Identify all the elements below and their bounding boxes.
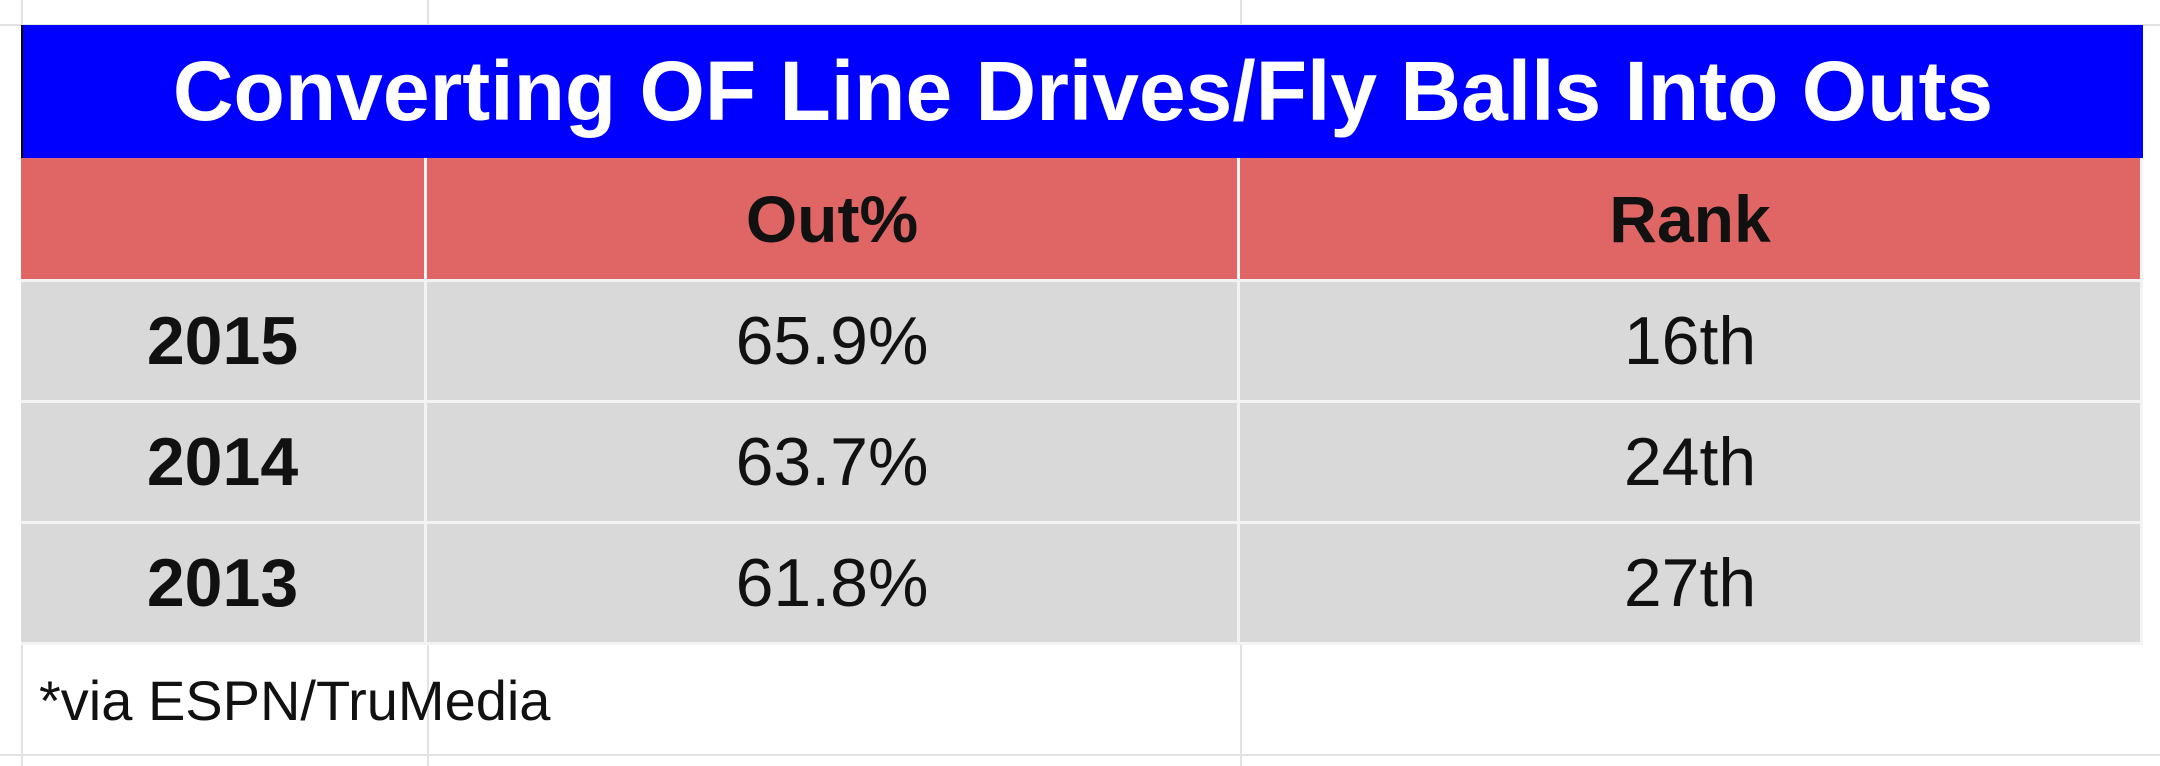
- data-cell: 63.7%: [427, 403, 1240, 524]
- data-cell: 16th: [1240, 282, 2143, 403]
- data-cell: 65.9%: [427, 282, 1240, 403]
- data-cell: 24th: [1240, 403, 2143, 524]
- year-cell: 2013: [21, 524, 427, 645]
- year-cell: 2015: [21, 282, 427, 403]
- sheet-grid-line: [0, 754, 2160, 756]
- header-cell: Rank: [1240, 158, 2143, 282]
- table-title: Converting OF Line Drives/Fly Balls Into…: [21, 25, 2143, 158]
- header-cell: [21, 158, 427, 282]
- year-cell: 2014: [21, 403, 427, 524]
- data-cell: 27th: [1240, 524, 2143, 645]
- header-cell: Out%: [427, 158, 1240, 282]
- data-cell: 61.8%: [427, 524, 1240, 645]
- footnote: *via ESPN/TruMedia: [39, 668, 551, 732]
